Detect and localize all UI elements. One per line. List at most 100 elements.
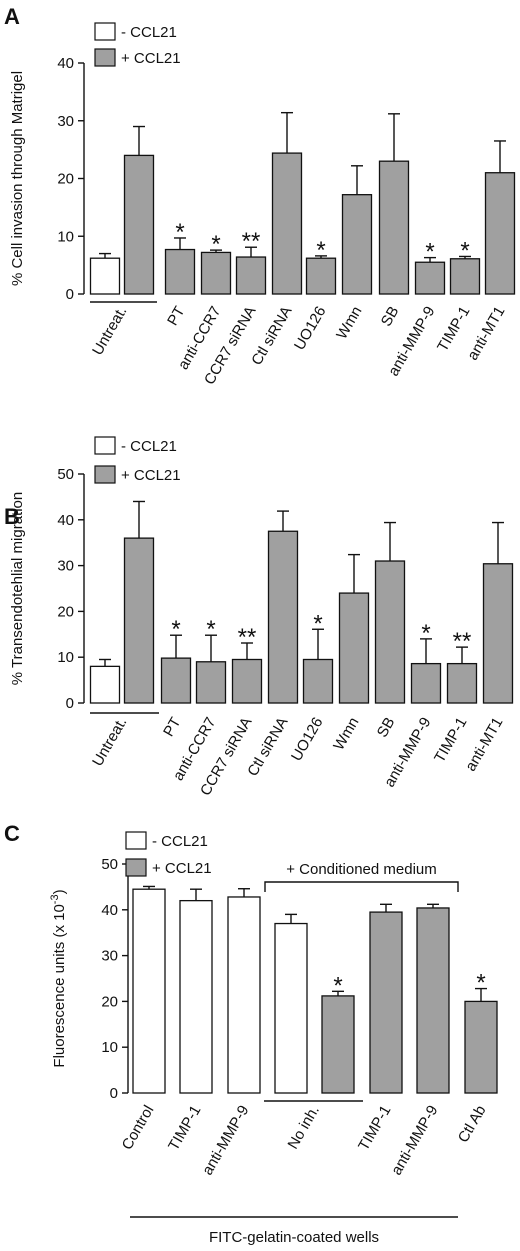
x-tick-label: SB	[378, 304, 403, 330]
y-tick-label: 40	[101, 902, 118, 919]
significance-marker: *	[421, 620, 430, 647]
y-tick-label: 40	[57, 512, 74, 529]
significance-marker: *	[476, 970, 485, 997]
x-tick-label: Untreat.	[89, 715, 130, 770]
bar	[274, 922, 308, 1094]
chart-panel-a: A 0 10 20 30 40 % Cell invasion through Matrig…	[4, 4, 516, 388]
panel-letter: B	[4, 504, 20, 529]
significance-marker: **	[242, 228, 261, 255]
bar	[267, 530, 299, 704]
y-tick-label: 40	[57, 55, 74, 72]
legend-swatch	[94, 436, 116, 455]
x-tick-label: SB	[374, 715, 399, 741]
bar	[89, 257, 121, 295]
legend-swatch	[94, 22, 116, 41]
y-tick-label: 0	[66, 286, 74, 303]
bracket-label: + Conditioned medium	[286, 861, 437, 878]
bar	[341, 194, 373, 295]
bar	[160, 657, 192, 704]
y-tick-label: 10	[101, 1039, 118, 1056]
x-tick-label: TIMP-1	[355, 1103, 394, 1154]
bar	[164, 248, 196, 295]
y-tick-label: 0	[66, 695, 74, 712]
x-tick-label: UO126	[291, 304, 329, 354]
conditioned-medium-bracket	[264, 881, 459, 892]
significance-marker: *	[206, 616, 215, 643]
x-tick-label: Ctl Ab	[455, 1103, 490, 1146]
x-tick-label: PT	[160, 715, 184, 740]
bar	[305, 257, 337, 295]
x-tick-label: anti-MMP-9	[199, 1103, 252, 1179]
significance-marker: *	[211, 231, 220, 258]
bar	[449, 258, 481, 295]
legend-swatch	[125, 858, 147, 877]
x-tick-label: Wmn	[333, 304, 365, 343]
x-tick-label: No inh.	[284, 1103, 322, 1153]
significance-marker: *	[313, 610, 322, 637]
x-tick-label: TIMP-1	[431, 715, 470, 766]
bar	[321, 995, 355, 1094]
significance-marker: *	[460, 237, 469, 264]
y-tick-label: 30	[57, 113, 74, 130]
panel-letter: C	[4, 821, 20, 846]
significance-marker: *	[333, 972, 342, 999]
legend-label: - CCL21	[152, 833, 208, 850]
bar	[123, 537, 155, 704]
bar	[416, 907, 450, 1094]
panel-letter: A	[4, 4, 20, 29]
x-tick-label: TIMP-1	[165, 1103, 204, 1154]
legend-swatch	[94, 48, 116, 67]
bar	[235, 256, 267, 295]
bar	[482, 563, 514, 704]
bar	[200, 251, 232, 295]
significance-marker: *	[175, 219, 184, 246]
y-tick-label: 30	[57, 558, 74, 575]
x-tick-label: Wmn	[330, 715, 362, 754]
legend-swatch	[94, 465, 116, 484]
y-tick-label: 50	[57, 466, 74, 483]
y-axis-label: % Cell invasion through Matrigel	[9, 71, 26, 286]
bar	[338, 592, 370, 704]
bar	[227, 896, 261, 1094]
legend-label: - CCL21	[121, 438, 177, 455]
bar	[484, 172, 516, 295]
significance-marker: *	[171, 616, 180, 643]
legend-label: + CCL21	[121, 50, 181, 67]
significance-marker: **	[453, 628, 472, 655]
y-tick-label: 10	[57, 649, 74, 666]
bar	[378, 160, 410, 295]
y-axis-label: % Transendotehlial migration	[9, 492, 26, 685]
bar	[302, 658, 334, 704]
x-tick-label: Untreat.	[89, 304, 130, 359]
significance-marker: **	[238, 624, 257, 651]
bar	[195, 661, 227, 704]
chart-panel-b: B 0 10 20 30 40 50 % Transendotehlial migration…	[4, 436, 514, 799]
x-tick-label: UO126	[288, 715, 326, 765]
legend-label: - CCL21	[121, 24, 177, 41]
y-tick-label: 0	[110, 1085, 118, 1102]
bar	[369, 911, 403, 1094]
y-tick-label: 20	[101, 993, 118, 1010]
bar	[271, 152, 303, 295]
bar	[374, 560, 406, 704]
y-tick-label: 30	[101, 948, 118, 965]
bar	[414, 261, 446, 295]
x-tick-label: PT	[164, 304, 188, 329]
y-tick-label: 50	[101, 856, 118, 873]
y-tick-label: 10	[57, 228, 74, 245]
y-tick-label: 20	[57, 603, 74, 620]
bar	[179, 899, 213, 1094]
y-tick-label: 20	[57, 171, 74, 188]
legend-label: + CCL21	[121, 467, 181, 484]
significance-marker: *	[425, 239, 434, 266]
y-axis-label: Fluorescence units (x 10-3)	[49, 889, 68, 1067]
x-tick-label: Control	[119, 1103, 158, 1153]
bar	[123, 154, 155, 295]
bar	[446, 662, 478, 704]
significance-marker: *	[316, 237, 325, 264]
footer-label: FITC-gelatin-coated wells	[209, 1229, 379, 1246]
bar	[132, 888, 166, 1094]
bar	[410, 662, 442, 704]
bar	[231, 658, 263, 704]
